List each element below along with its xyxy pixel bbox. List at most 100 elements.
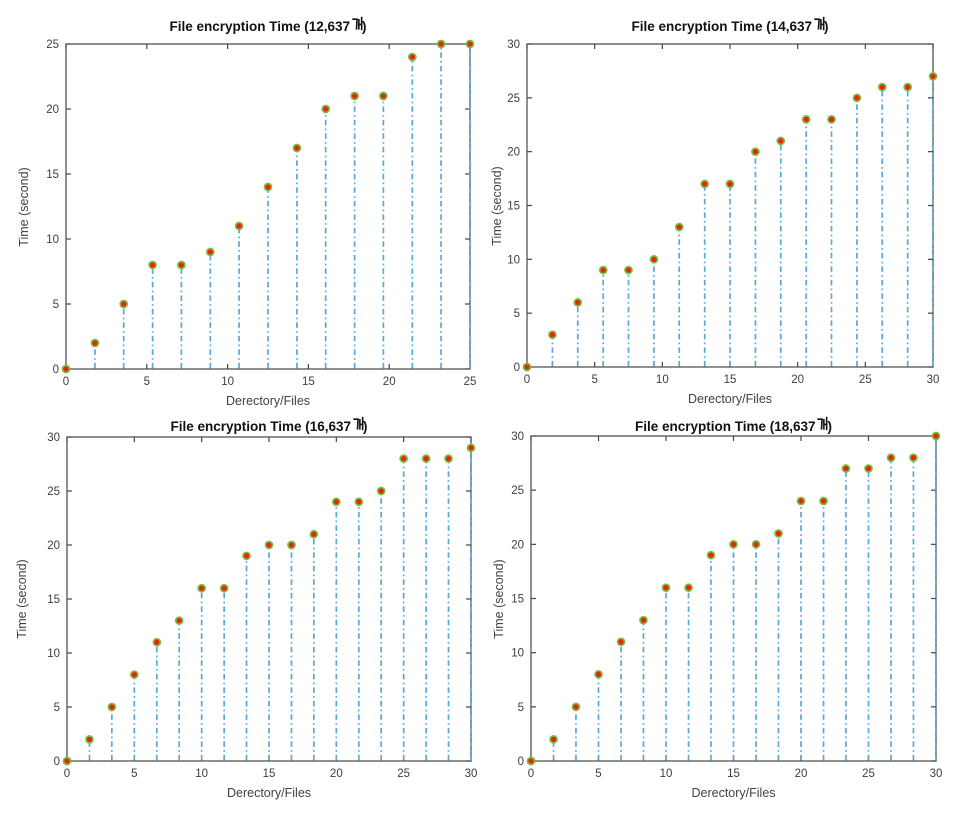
- y-tick-label: 5: [518, 702, 524, 714]
- data-point-marker: [598, 265, 608, 275]
- subplot-16637: 0 5 10 15 20 25 30 0 5 10 15 20 25 30 File encryption…: [0, 415, 483, 830]
- data-point-marker: [129, 670, 139, 679]
- x-axis-label: Derectory/Files: [225, 394, 311, 408]
- data-point-marker: [85, 735, 94, 744]
- plot-box: [65, 43, 471, 370]
- y-tick-label: 15: [47, 594, 60, 606]
- plot-box: [66, 436, 472, 762]
- y-tick-label: 30: [47, 432, 60, 444]
- y-axis-label: Time (second): [17, 166, 31, 247]
- y-tick-label: 0: [53, 364, 59, 376]
- x-tick-label: 0: [524, 374, 530, 386]
- y-tick-label: 30: [507, 39, 520, 51]
- data-point-marker: [444, 454, 453, 463]
- data-point-marker: [350, 91, 359, 101]
- y-tick-label: 10: [47, 648, 60, 660]
- x-axis-label: Derectory/Files: [687, 392, 773, 406]
- y-tick-label: 25: [46, 39, 59, 51]
- data-point-marker: [751, 539, 761, 549]
- x-tick-label: 25: [397, 768, 410, 780]
- subplot-14637: 0 5 10 15 20 25 30 0 5 10 15 20 25 30 File encryption…: [483, 0, 967, 415]
- data-point-marker: [205, 247, 215, 257]
- data-point-marker: [264, 540, 274, 550]
- data-point-marker: [107, 702, 117, 712]
- data-point-marker: [234, 221, 244, 231]
- stem-plot-svg: 0 5 10 15 20 25 30 0 5 10 15 20 25 30: [511, 431, 942, 780]
- x-tick-label: 20: [795, 768, 808, 780]
- data-point-marker: [465, 39, 475, 49]
- hangul-gae-glyph: [813, 16, 825, 31]
- data-point-marker: [242, 551, 251, 561]
- y-tick-label: 25: [511, 485, 524, 497]
- y-tick-label: 5: [53, 299, 59, 311]
- x-tick-label: 20: [383, 376, 396, 388]
- plot-title: File encryption Time (14,637 ): [631, 16, 829, 37]
- y-tick-label: 20: [511, 539, 524, 551]
- data-point-marker: [354, 497, 364, 507]
- plot-title: File encryption Time (12,637 ): [169, 16, 367, 37]
- y-tick-label: 5: [54, 702, 60, 714]
- y-tick-label: 15: [46, 169, 59, 181]
- x-tick-label: 5: [595, 768, 601, 780]
- data-point-marker: [649, 254, 659, 264]
- data-point-marker: [152, 637, 162, 647]
- data-point-marker: [177, 260, 186, 270]
- data-point-marker: [219, 583, 229, 593]
- plot-box: [526, 43, 934, 368]
- data-point-marker: [399, 454, 409, 463]
- plot-title: File encryption Time (16,637 ): [170, 416, 368, 437]
- data-point-marker: [571, 702, 581, 712]
- x-tick-label: 25: [862, 768, 875, 780]
- y-tick-label: 20: [507, 147, 520, 159]
- y-tick-label: 20: [47, 540, 60, 552]
- data-point-marker: [287, 540, 296, 550]
- data-point-marker: [61, 364, 71, 374]
- subplot-12637: 0 5 10 15 20 25 0 5 10 15 20 25 File encryption Tim…: [0, 0, 483, 415]
- data-point-marker: [774, 529, 783, 538]
- data-point-marker: [90, 338, 100, 348]
- data-point-marker: [796, 496, 806, 506]
- plot-box: [530, 435, 937, 762]
- data-point-marker: [661, 583, 671, 593]
- x-tick-label: 5: [131, 768, 137, 780]
- y-tick-label: 10: [507, 254, 520, 266]
- data-point-marker: [376, 486, 386, 496]
- data-point-marker: [801, 115, 811, 124]
- y-tick-label: 15: [507, 201, 520, 213]
- data-point-marker: [197, 583, 207, 593]
- y-axis-label: Time (second): [492, 558, 506, 639]
- data-point-marker: [292, 143, 302, 153]
- data-point-marker: [174, 616, 184, 625]
- plot-title-text: File encryption Time (12,637: [169, 19, 351, 34]
- plot-title-text: ): [362, 19, 367, 34]
- plot-title-text: File encryption Time (18,637: [634, 419, 816, 434]
- data-point-marker: [886, 453, 896, 463]
- data-point-marker: [827, 115, 836, 124]
- y-tick-label: 10: [511, 648, 524, 660]
- data-point-marker: [909, 453, 918, 463]
- x-tick-label: 0: [64, 768, 70, 780]
- data-point-marker: [624, 265, 633, 275]
- data-point-marker: [331, 497, 341, 507]
- x-tick-label: 15: [727, 768, 740, 780]
- plot-title-text: ): [827, 419, 833, 434]
- data-point-marker: [674, 222, 684, 232]
- data-point-marker: [548, 330, 557, 340]
- data-point-marker: [526, 756, 536, 766]
- x-axis-label: Derectory/Files: [226, 786, 312, 800]
- data-point-marker: [852, 93, 862, 103]
- y-tick-label: 20: [46, 104, 59, 116]
- data-point-marker: [549, 734, 558, 744]
- x-tick-label: 30: [465, 768, 478, 780]
- y-tick-label: 25: [47, 486, 60, 498]
- x-tick-label: 10: [195, 768, 208, 780]
- x-tick-label: 20: [330, 768, 343, 780]
- data-point-marker: [263, 182, 273, 192]
- data-point-marker: [148, 260, 157, 270]
- y-tick-label: 25: [507, 93, 520, 105]
- y-axis-label: Time (second): [490, 165, 504, 246]
- x-tick-label: 0: [63, 376, 69, 388]
- data-point-marker: [119, 299, 129, 309]
- data-point-marker: [776, 136, 786, 146]
- data-point-marker: [841, 464, 851, 473]
